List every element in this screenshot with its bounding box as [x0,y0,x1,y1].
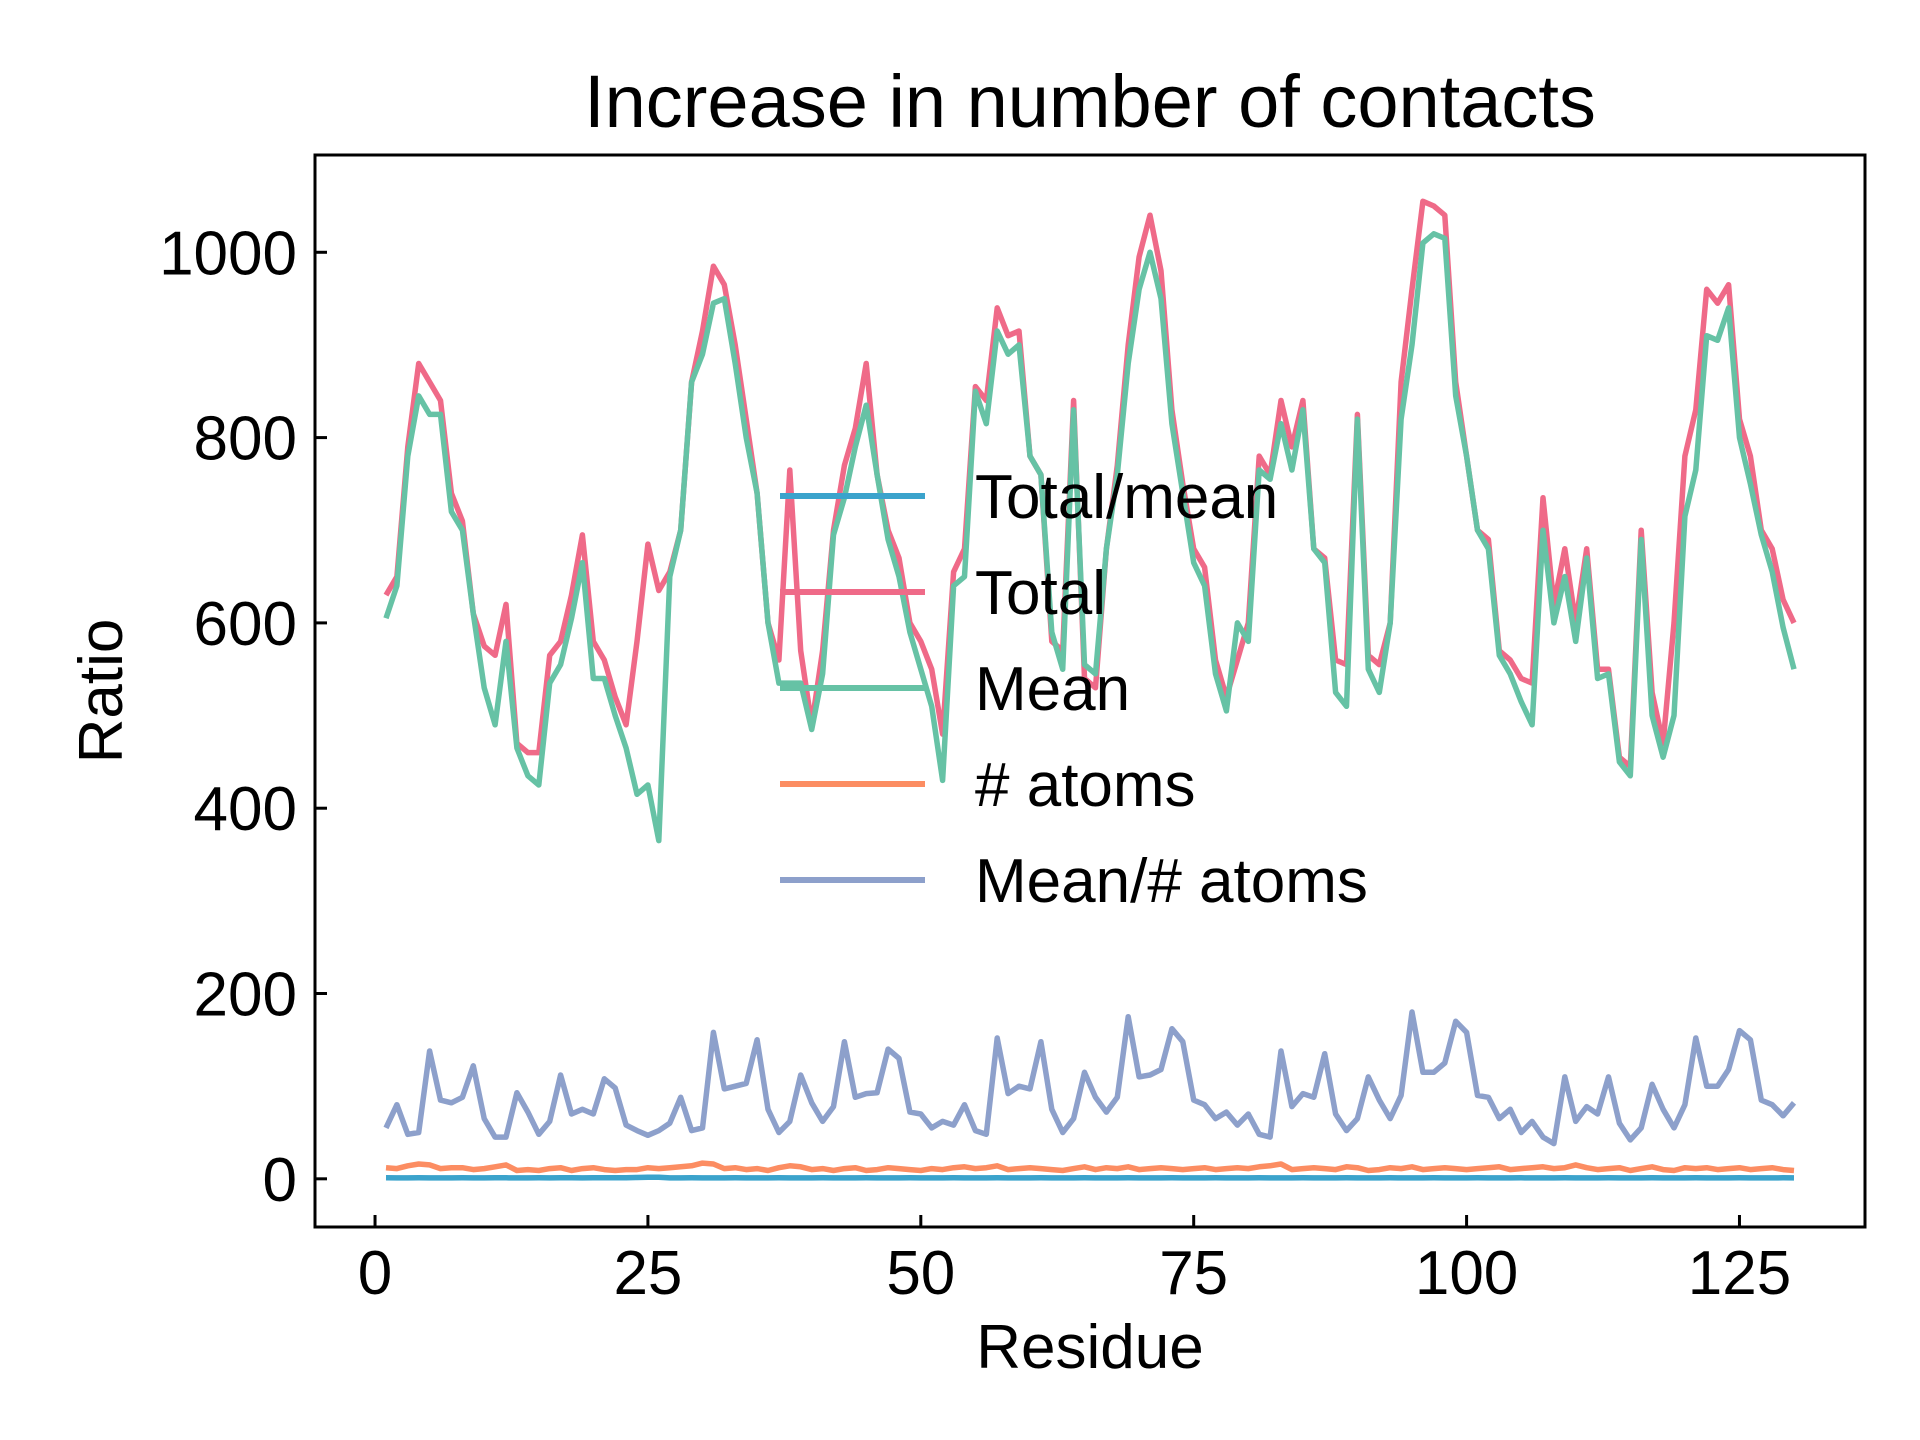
chart-title: Increase in number of contacts [584,60,1596,143]
legend-label: Mean/# atoms [975,847,1368,916]
y-tick-label: 200 [194,961,297,1030]
x-tick-label: 25 [613,1239,682,1308]
y-tick-label: 600 [194,590,297,659]
y-tick-label: 0 [263,1146,297,1215]
x-tick-label: 0 [358,1239,392,1308]
series-line-total-mean [385,1174,1795,1181]
x-tick-label: 100 [1415,1239,1518,1308]
y-axis-label: Ratio [67,619,136,764]
series-line-mean [383,231,1797,844]
series-line-mean-atoms [383,1009,1797,1147]
y-tick-label: 400 [194,775,297,844]
y-tick-label: 800 [194,405,297,474]
series-line-atoms [385,1160,1795,1174]
plot-frame [313,153,1867,1229]
ticks-layer: 0 25 50 75 100 125 0 200 400 600 800 1000 [159,219,1791,1308]
x-axis-label: Residue [976,1313,1203,1382]
series-line-total [383,198,1797,770]
x-tick-label: 125 [1688,1239,1791,1308]
x-tick-label: 50 [886,1239,955,1308]
y-tick-label: 1000 [159,219,297,288]
legend-label: Total/mean [975,463,1278,532]
legend-label: Mean [975,655,1130,724]
series-layer [383,198,1797,1181]
legend-label: # atoms [975,751,1196,820]
legend-label: Total [975,559,1106,628]
x-tick-label: 75 [1159,1239,1228,1308]
legend: Total/mean Total Mean # atoms Mean/# atoms [780,463,1368,916]
